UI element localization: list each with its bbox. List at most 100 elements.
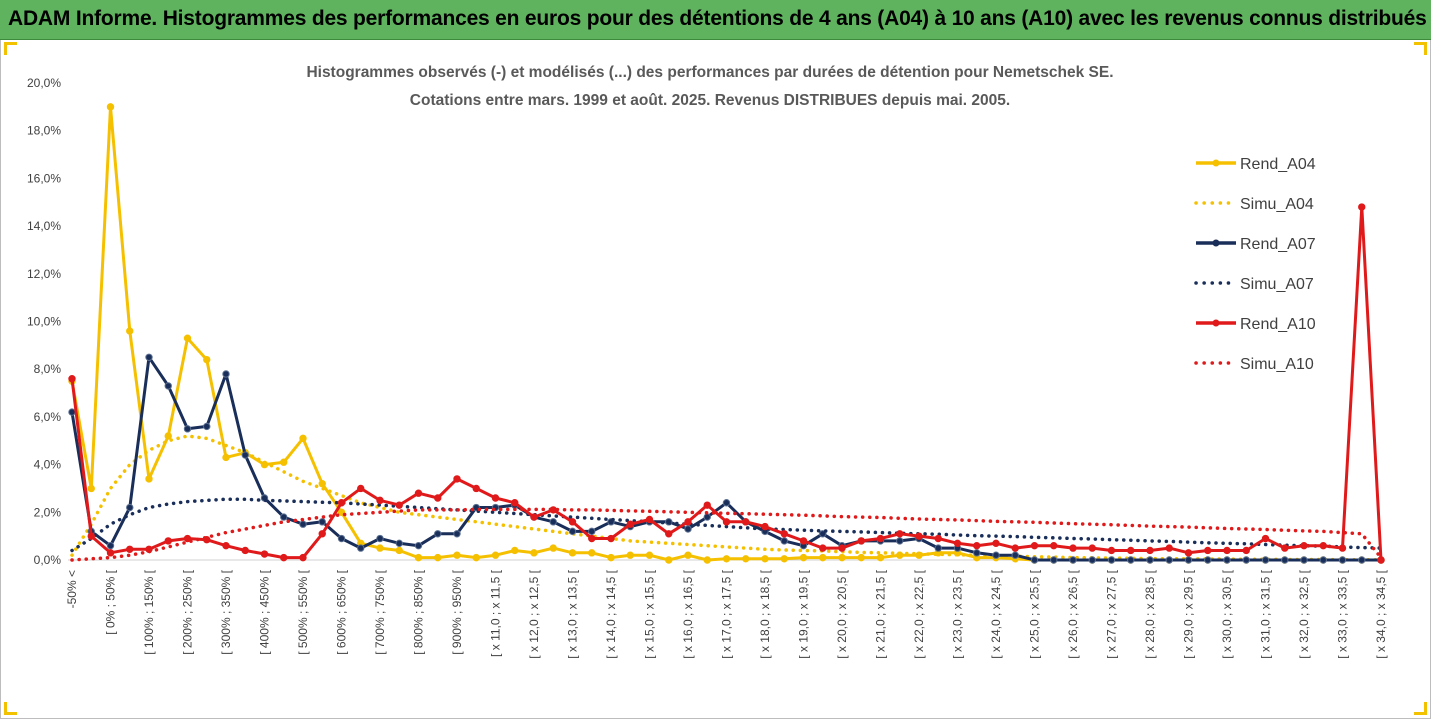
selection-handle[interactable] [1414,702,1427,715]
data-point [876,553,885,562]
data-point [106,549,115,557]
data-point [1088,544,1096,552]
data-point [838,553,846,562]
x-tick-label: [ 400% ; 450% [ [258,569,272,654]
data-point [588,534,596,543]
x-tick-label: [ x 18,0 ; x 18,5 [ [758,569,772,658]
data-point [742,555,750,563]
x-tick-label: [ x 13,0 ; x 13,5 [ [566,569,580,658]
data-point [183,425,192,433]
data-point [145,353,153,361]
data-point [588,527,596,536]
axes: 0,0% 2,0% 4,0% 6,0% 8,0% 10,0% 12,0% 14,0% 16,0%… [27,76,1388,659]
x-tick-label: [ x 28,0 ; x 28,5 [ [1143,569,1157,658]
x-tick-label: [ 800% ; 850% [ [412,569,426,654]
y-tick-label: 16,0% [27,171,61,185]
data-point [1281,544,1289,552]
data-point [857,553,865,562]
data-point [915,532,923,540]
data-point [1107,546,1116,555]
legend-label: Rend_A07 [1240,236,1316,253]
legend-marker [1212,159,1220,167]
data-point [1030,556,1039,564]
data-point [1088,556,1096,564]
data-point [857,537,865,545]
data-point [1184,549,1193,557]
data-point [1223,556,1231,564]
y-tick-label: 2,0% [34,505,62,519]
data-point [337,499,346,507]
header-banner: ADAM Informe. Histogrammes des performan… [0,0,1431,40]
data-point [973,549,981,557]
selection-handle[interactable] [4,702,17,715]
y-tick-label: 12,0% [27,267,61,281]
data-point [1127,556,1135,564]
y-tick-label: 0,0% [34,553,62,567]
x-tick-label: [ x 21,0 ; x 21,5 [ [874,569,888,658]
x-tick-label: [ x 33,0 ; x 33,5 [ [1336,569,1350,658]
data-point [183,334,192,342]
data-point [68,375,76,383]
x-tick-label: [ x 31,0 ; x 31,5 [ [1259,569,1273,658]
data-point [126,327,134,335]
selection-handle[interactable] [4,42,17,55]
data-point [241,546,249,555]
data-point [318,479,326,488]
series-line-rend-a10 [70,205,1383,561]
legend-label: Simu_A04 [1240,196,1314,213]
x-tick-label: [ x 20,0 ; x 20,5 [ [835,569,849,658]
data-point [992,539,1000,548]
data-point [395,501,403,509]
data-point [896,530,904,538]
data-point [549,544,557,552]
data-point [414,541,423,550]
data-point [299,553,307,562]
data-point [530,549,538,557]
data-point [530,513,538,521]
y-tick-label: 20,0% [27,76,61,90]
data-point [819,530,827,538]
data-point [337,534,346,543]
legend: Rend_A04 Simu_A04 Rend_A07 Simu_A07 Rend_A10… [1194,156,1316,373]
x-tick-label: [ x 30,0 ; x 30,5 [ [1220,569,1234,658]
data-point [665,556,673,564]
data-point [472,484,480,493]
data-point [203,355,211,364]
x-tick-label: [ x 32,0 ; x 32,5 [ [1297,569,1311,658]
data-point [164,382,172,390]
data-point [588,549,596,557]
chart-title: Histogrammes observés (-) et modélisés (… [306,64,1113,81]
chart-subtitle: Cotations entre mars. 1999 et août. 2025… [410,92,1010,109]
data-point [1069,544,1077,552]
data-point [973,541,981,550]
data-point [453,475,461,483]
data-point [1300,556,1308,564]
x-tick-label: [ x 15,0 ; x 15,5 [ [643,569,657,658]
data-point [1184,556,1193,564]
data-point [357,484,365,493]
selection-handle[interactable] [1414,42,1427,55]
x-tick-label: [ 500% ; 550% [ [296,569,310,654]
data-point [1146,546,1154,555]
data-point [434,553,442,562]
data-point [722,555,731,563]
data-point [299,520,307,528]
data-point [934,544,942,552]
data-point [280,553,288,562]
data-point [164,537,172,545]
x-tick-label: [ x 19,0 ; x 19,5 [ [797,569,811,658]
data-point [992,551,1000,559]
y-tick-label: 8,0% [34,362,62,376]
x-tick-label: [ x 34,0 ; x 34,5 [ [1374,569,1388,658]
legend-label: Rend_A10 [1240,316,1316,333]
series-line-simu-a04 [70,434,1383,562]
header-title: ADAM Informe. Histogrammes des performan… [8,7,1427,30]
data-point [1223,546,1231,555]
data-point [1107,556,1116,564]
data-point [684,551,692,559]
series-line-rend-a07 [70,355,1381,562]
data-point [376,544,384,552]
data-point [1242,556,1250,564]
data-point [819,544,827,552]
data-point [780,530,788,538]
